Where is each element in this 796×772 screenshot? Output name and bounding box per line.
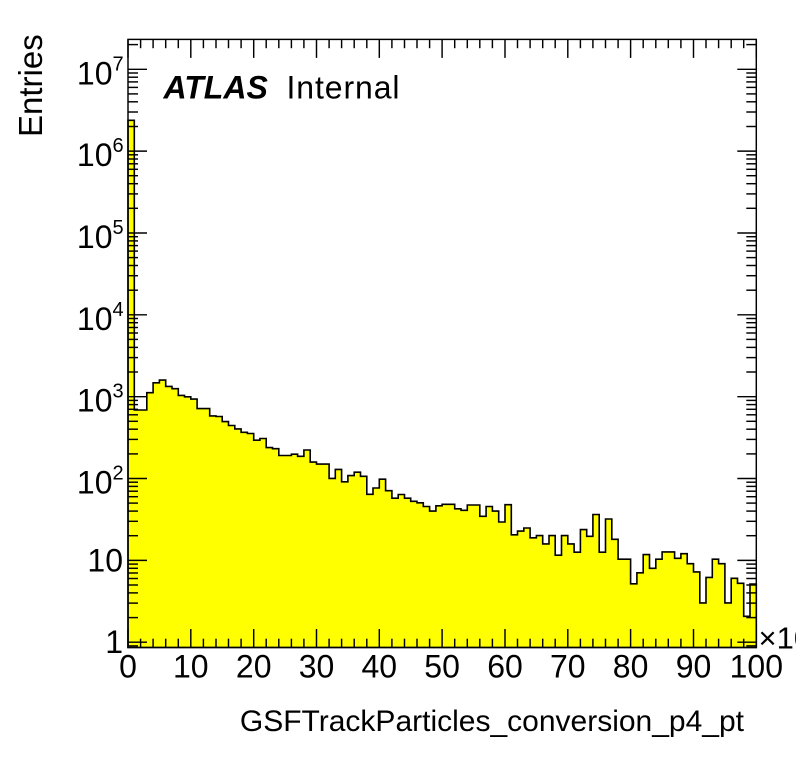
svg-text:ATLAS: ATLAS xyxy=(163,69,269,105)
svg-text:60: 60 xyxy=(487,649,523,685)
svg-text:2: 2 xyxy=(113,463,124,485)
svg-text:10: 10 xyxy=(77,219,113,255)
svg-text:40: 40 xyxy=(362,649,398,685)
svg-text:10: 10 xyxy=(77,137,113,173)
svg-text:10: 10 xyxy=(77,55,113,91)
svg-text:3: 3 xyxy=(113,381,124,403)
svg-text:100: 100 xyxy=(730,649,783,685)
svg-text:1: 1 xyxy=(105,624,123,660)
svg-text:80: 80 xyxy=(613,649,649,685)
svg-text:70: 70 xyxy=(550,649,586,685)
svg-text:20: 20 xyxy=(236,649,272,685)
svg-text:0: 0 xyxy=(119,649,137,685)
svg-text:7: 7 xyxy=(113,53,124,75)
svg-text:Internal: Internal xyxy=(287,69,401,105)
svg-text:×10: ×10 xyxy=(759,620,796,655)
svg-text:4: 4 xyxy=(113,299,124,321)
svg-text:6: 6 xyxy=(113,135,124,157)
svg-text:90: 90 xyxy=(676,649,712,685)
svg-text:10: 10 xyxy=(77,465,113,501)
svg-text:5: 5 xyxy=(113,217,124,239)
svg-text:30: 30 xyxy=(299,649,335,685)
svg-text:50: 50 xyxy=(424,649,460,685)
svg-text:GSFTrackParticles_conversion_p: GSFTrackParticles_conversion_p4_pt xyxy=(240,705,745,738)
svg-text:Entries: Entries xyxy=(12,34,49,137)
svg-text:10: 10 xyxy=(77,301,113,337)
svg-text:10: 10 xyxy=(87,542,123,578)
svg-text:10: 10 xyxy=(173,649,209,685)
svg-text:10: 10 xyxy=(77,383,113,419)
